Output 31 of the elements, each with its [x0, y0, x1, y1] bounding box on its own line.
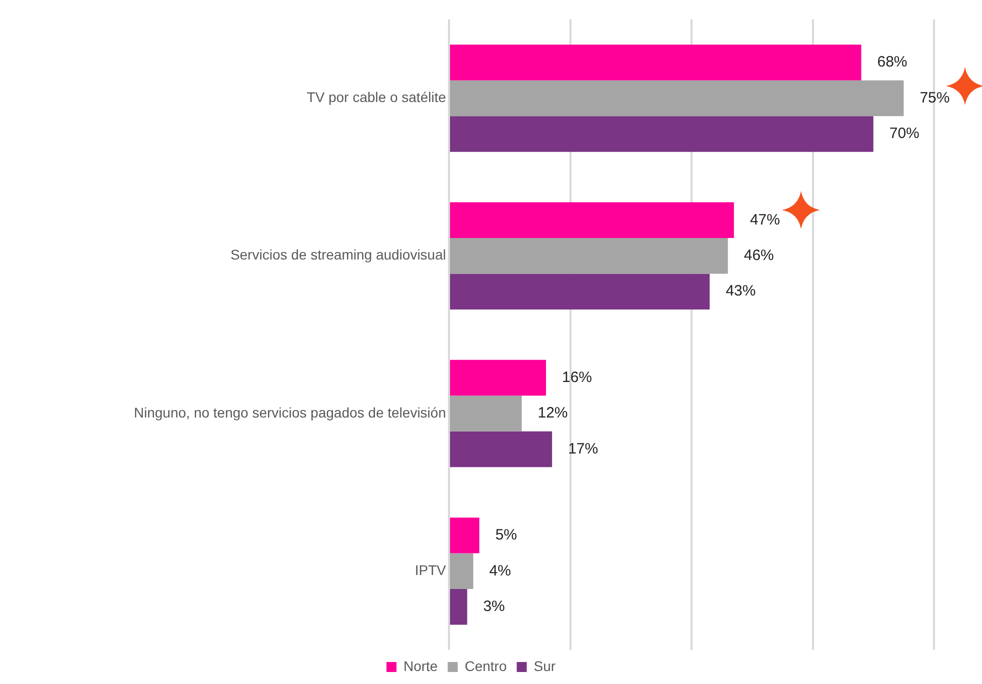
y-tick-label: TV por cable o satélite	[306, 89, 446, 106]
bar	[450, 396, 522, 432]
data-label: 46%	[744, 247, 774, 264]
bar	[450, 80, 904, 116]
bar	[450, 518, 480, 554]
legend-label: Centro	[464, 658, 507, 674]
data-label: 17%	[568, 440, 598, 458]
bar	[450, 116, 874, 152]
bar	[450, 202, 734, 238]
data-label: 16%	[562, 368, 592, 386]
data-label: 12%	[538, 404, 568, 422]
data-label: 70%	[889, 125, 920, 142]
data-label: 43%	[726, 282, 756, 300]
bar	[450, 589, 468, 625]
legend-label: Sur	[534, 658, 556, 674]
y-tick-label: IPTV	[414, 562, 447, 578]
bar	[450, 44, 862, 80]
data-label: 3%	[483, 598, 505, 616]
data-label: 75%	[920, 89, 950, 106]
legend-label: Norte	[403, 658, 438, 674]
y-tick-label: Servicios de streaming audiovisual	[230, 246, 446, 263]
bar	[450, 553, 474, 590]
data-label: 5%	[495, 526, 517, 544]
bar	[450, 238, 728, 274]
data-label: 68%	[877, 54, 908, 71]
bar	[450, 360, 546, 396]
bar	[450, 274, 710, 310]
data-label: 47%	[750, 211, 780, 228]
bar	[450, 431, 552, 468]
y-tick-label: Ninguno, no tengo servicios pagados de televisión	[134, 404, 446, 420]
data-label: 4%	[489, 562, 511, 580]
